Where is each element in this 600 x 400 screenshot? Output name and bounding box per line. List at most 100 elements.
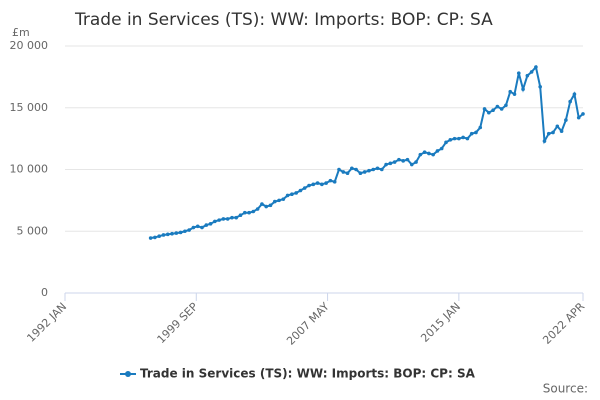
data-point — [397, 157, 401, 162]
data-point — [255, 207, 260, 211]
data-point — [482, 107, 487, 111]
data-point — [427, 151, 431, 156]
data-point — [521, 87, 525, 92]
data-point — [187, 228, 191, 232]
data-point — [487, 110, 491, 115]
data-point — [581, 112, 585, 116]
data-point — [195, 224, 200, 229]
data-point — [221, 217, 226, 221]
data-point — [418, 152, 423, 157]
data-point — [302, 186, 307, 190]
data-point — [551, 130, 555, 135]
data-point — [200, 225, 204, 230]
data-point — [238, 213, 243, 217]
data-point — [264, 204, 269, 209]
data-point — [452, 136, 457, 141]
data-point — [371, 167, 376, 172]
data-point — [469, 131, 474, 136]
data-point — [525, 73, 530, 78]
data-point — [157, 234, 161, 238]
data-point — [165, 232, 170, 237]
data-point — [534, 65, 538, 69]
data-point — [307, 183, 311, 188]
data-point — [161, 233, 166, 237]
data-point — [251, 209, 256, 214]
legend-marker — [125, 371, 131, 377]
data-point — [576, 115, 581, 120]
y-tick-label: 5 000 — [17, 224, 49, 237]
data-point — [439, 146, 444, 151]
data-point — [234, 215, 239, 220]
x-tick-label: 2015 JAN — [418, 300, 463, 345]
data-point — [568, 99, 572, 104]
data-point — [555, 124, 560, 129]
chart-title: Trade in Services (TS): WW: Imports: BOP… — [74, 10, 493, 30]
data-point — [178, 230, 183, 235]
data-point — [572, 92, 577, 96]
data-point — [516, 71, 521, 75]
data-point — [508, 89, 513, 94]
y-axis-label: £m — [12, 26, 30, 39]
data-point — [457, 136, 461, 141]
data-point — [465, 136, 470, 141]
data-point — [379, 167, 384, 172]
data-point — [538, 84, 542, 89]
data-point — [337, 167, 341, 172]
data-point — [225, 217, 230, 221]
data-point — [474, 130, 478, 135]
data-point — [542, 139, 547, 143]
data-point — [495, 104, 500, 109]
data-point — [332, 180, 337, 184]
y-tick-label: 0 — [41, 286, 48, 299]
data-point — [422, 150, 427, 155]
y-tick-label: 15 000 — [10, 101, 49, 114]
data-point — [546, 131, 551, 136]
data-point — [448, 138, 453, 142]
y-tick-label: 20 000 — [10, 39, 49, 52]
data-point — [290, 192, 294, 196]
legend-label: Trade in Services (TS): WW: Imports: BOP… — [140, 367, 476, 381]
data-point — [444, 140, 448, 145]
data-point — [285, 193, 290, 198]
data-point — [204, 223, 209, 227]
data-point — [324, 181, 328, 185]
x-tick-label: 1999 SEP — [155, 300, 201, 346]
x-tick-label: 2022 APR — [540, 300, 587, 347]
y-tick-label: 10 000 — [10, 163, 49, 176]
data-point — [294, 191, 298, 195]
series-line — [150, 64, 584, 240]
data-point — [414, 160, 418, 164]
data-point — [191, 225, 196, 230]
data-point — [170, 231, 174, 236]
data-point — [247, 210, 251, 215]
data-point — [367, 168, 371, 173]
x-tick-label: 1992 JAN — [24, 300, 69, 345]
data-point — [153, 235, 157, 240]
data-point — [345, 171, 350, 176]
data-point — [272, 199, 277, 204]
data-point — [148, 236, 153, 240]
data-point — [230, 215, 234, 220]
data-point — [564, 118, 568, 122]
data-point — [431, 152, 435, 157]
data-point — [354, 167, 358, 172]
data-point — [213, 219, 217, 224]
data-point — [409, 162, 414, 167]
data-point — [388, 161, 393, 166]
data-point — [512, 92, 517, 96]
data-point — [174, 231, 179, 235]
data-point — [405, 157, 410, 162]
data-point — [268, 203, 273, 208]
x-tick-label: 2007 MAY — [284, 300, 332, 348]
data-point — [281, 197, 286, 201]
data-point — [208, 222, 213, 226]
data-point — [491, 108, 495, 113]
data-point — [461, 135, 465, 140]
data-point — [243, 210, 247, 215]
data-point — [217, 218, 221, 222]
data-point — [311, 182, 316, 187]
data-point — [435, 149, 440, 153]
data-point — [328, 178, 333, 183]
